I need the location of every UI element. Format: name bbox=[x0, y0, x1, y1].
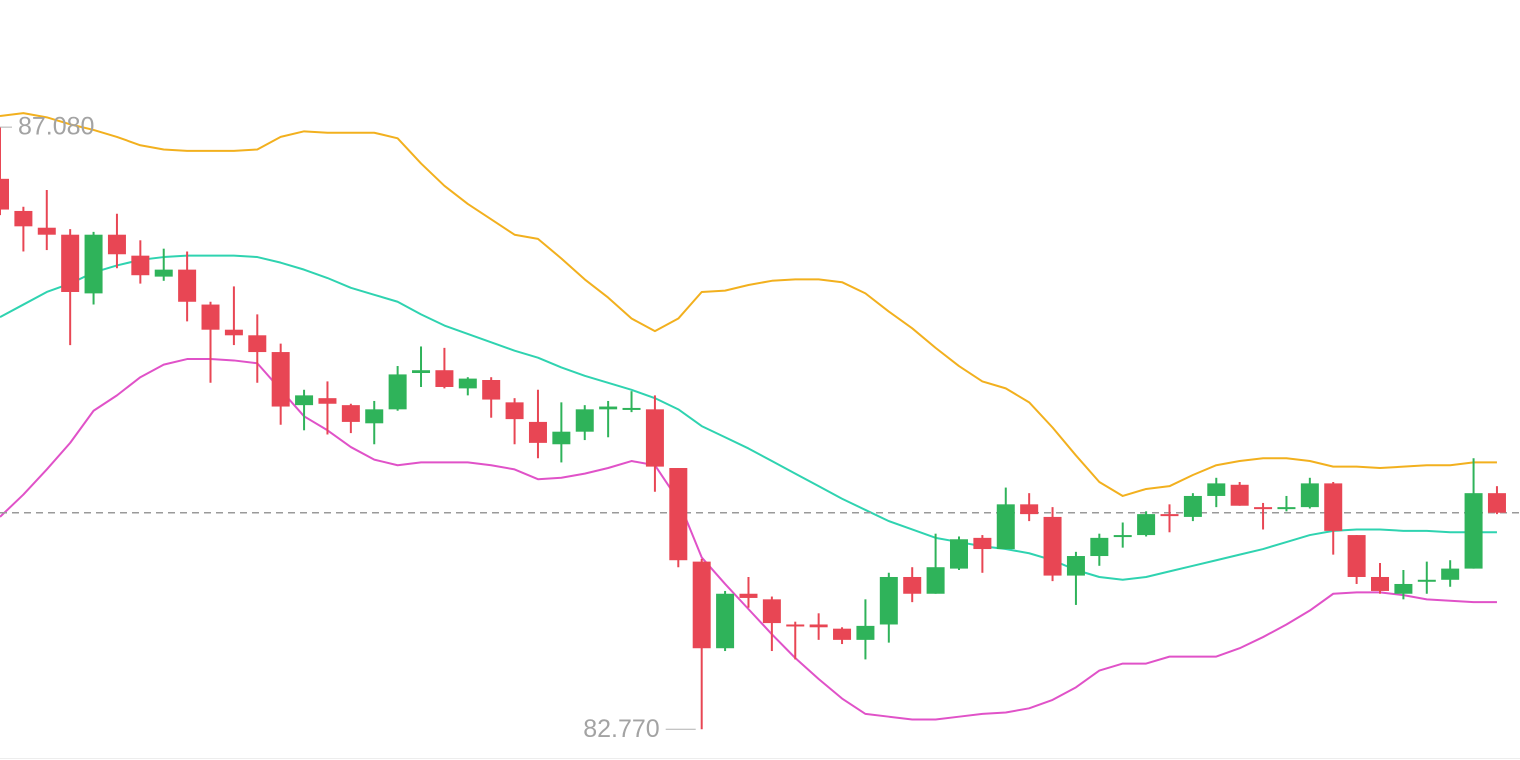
annotation-label: 82.770 bbox=[583, 715, 659, 743]
band-line bbox=[0, 112, 1497, 497]
candle-body bbox=[1207, 483, 1226, 496]
candle-body bbox=[856, 625, 875, 640]
candle-body bbox=[1230, 484, 1249, 506]
candle-body bbox=[1066, 556, 1085, 576]
band-line bbox=[0, 358, 1497, 721]
candle-body bbox=[295, 395, 314, 406]
bands-layer bbox=[0, 112, 1520, 721]
candle-body bbox=[762, 599, 781, 624]
candle-body bbox=[926, 567, 945, 594]
band-line bbox=[0, 254, 1497, 581]
candle-body bbox=[552, 431, 571, 445]
labels-layer: 87.080 82.770 bbox=[0, 113, 696, 743]
candle-body bbox=[716, 593, 735, 649]
candle-body bbox=[739, 593, 758, 598]
candle-body bbox=[1300, 483, 1319, 508]
candle-body bbox=[178, 269, 197, 302]
candle-body bbox=[1324, 483, 1343, 531]
candle-body bbox=[458, 378, 477, 389]
candle-body bbox=[61, 234, 80, 292]
candle-body bbox=[528, 421, 547, 443]
candle-body bbox=[996, 504, 1015, 550]
candle-body bbox=[341, 405, 360, 422]
candle-body bbox=[107, 234, 126, 255]
candle-body bbox=[37, 227, 56, 235]
candle-body bbox=[1090, 537, 1109, 557]
candle-body bbox=[645, 409, 664, 467]
candle-body bbox=[248, 335, 267, 353]
candle-body bbox=[201, 304, 220, 330]
candle-body bbox=[1277, 507, 1296, 510]
candle-body bbox=[1020, 504, 1039, 515]
candle-body bbox=[903, 576, 922, 594]
candle-body bbox=[786, 624, 805, 627]
candle-body bbox=[365, 409, 384, 424]
candle-body bbox=[833, 628, 852, 640]
candle-body bbox=[1371, 576, 1390, 591]
candle-body bbox=[622, 407, 641, 410]
candle-body bbox=[318, 398, 337, 404]
candle-body bbox=[154, 269, 173, 277]
candle-body bbox=[1043, 516, 1062, 576]
annotation-label: 87.080 bbox=[18, 113, 94, 141]
candle-body bbox=[84, 234, 103, 294]
candle-body bbox=[1347, 535, 1366, 577]
candle-body bbox=[1394, 583, 1413, 594]
candle-body bbox=[224, 329, 243, 336]
candle-body bbox=[809, 624, 828, 628]
candle-body bbox=[575, 409, 594, 432]
candle-body bbox=[388, 374, 407, 410]
candle-body bbox=[0, 178, 9, 210]
candle-body bbox=[669, 468, 688, 561]
candle-body bbox=[1487, 493, 1506, 513]
candle-body bbox=[949, 539, 968, 569]
candle-body bbox=[1464, 493, 1483, 569]
candle-body bbox=[435, 370, 454, 387]
candle-body bbox=[599, 406, 618, 410]
candle-body bbox=[14, 210, 33, 227]
candle-body bbox=[505, 402, 524, 420]
candle-body bbox=[482, 380, 501, 400]
candle-body bbox=[271, 352, 290, 407]
candles-layer bbox=[0, 127, 1506, 730]
candle-body bbox=[879, 576, 898, 625]
candle-body bbox=[1113, 535, 1132, 538]
candle-body bbox=[1183, 495, 1202, 517]
candle-body bbox=[973, 537, 992, 550]
candle-body bbox=[412, 370, 431, 374]
candle-body bbox=[1160, 514, 1179, 517]
candle-body bbox=[1254, 507, 1273, 510]
candle-body bbox=[1441, 568, 1460, 580]
candle-body bbox=[1417, 579, 1436, 582]
candle-body bbox=[692, 561, 711, 649]
candle-body bbox=[131, 255, 150, 276]
candle-body bbox=[1137, 514, 1156, 536]
